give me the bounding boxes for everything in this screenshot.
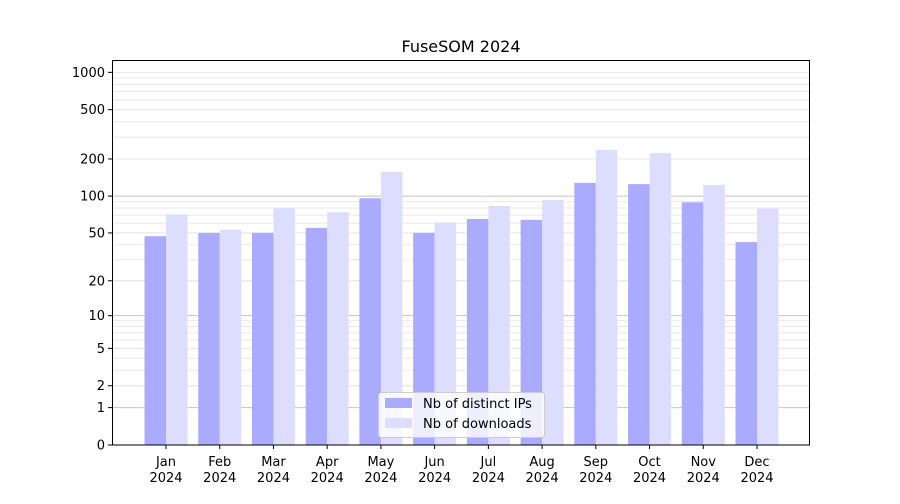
x-axis: Jan 2024 Feb 2024 Mar 2024 Apr 2024 May 2024 Jun 20… — [149, 445, 774, 486]
y-tick-label: 0 — [97, 439, 105, 454]
bar-downloads — [327, 212, 349, 445]
bar-distinct-ips — [305, 227, 328, 445]
y-tick-label: 500 — [80, 103, 105, 118]
bar-downloads — [649, 153, 672, 446]
x-tick-label: Nov 2024 — [687, 455, 720, 486]
bar-distinct-ips — [198, 232, 220, 445]
legend-label: Nb of downloads — [423, 417, 532, 432]
bar-downloads — [703, 184, 725, 446]
bar-downloads — [380, 171, 403, 445]
y-tick-label: 100 — [80, 190, 105, 205]
x-tick-label: Mar 2024 — [257, 455, 290, 486]
bar-distinct-ips — [574, 182, 596, 446]
x-tick-label: Jul 2024 — [472, 455, 505, 486]
x-tick-label: Feb 2024 — [203, 455, 236, 486]
bar-downloads — [595, 150, 618, 445]
x-tick-label: Jan 2024 — [149, 455, 182, 486]
legend-swatch — [385, 398, 412, 408]
bar-distinct-ips — [520, 219, 543, 445]
bar-distinct-ips — [251, 232, 274, 445]
x-tick-label: May 2024 — [364, 455, 397, 486]
bar-downloads — [434, 222, 457, 445]
plot-frame — [112, 60, 810, 446]
y-tick-label: 200 — [80, 152, 105, 167]
bar-downloads — [488, 206, 510, 445]
y-tick-label: 5 — [97, 342, 105, 357]
bar-distinct-ips — [144, 236, 166, 445]
bar-downloads — [166, 214, 188, 445]
bar-distinct-ips — [735, 242, 757, 445]
x-tick-label: Aug 2024 — [526, 455, 559, 486]
legend-box — [378, 392, 545, 438]
y-tick-label: 1000 — [72, 66, 105, 81]
y-tick-label: 10 — [88, 309, 105, 324]
bar-distinct-ips — [628, 184, 650, 445]
bars — [144, 150, 779, 446]
y-tick-label: 2 — [97, 379, 105, 394]
x-tick-label: Oct 2024 — [633, 455, 666, 486]
legend-swatch — [385, 418, 412, 428]
legend: Nb of distinct IPs Nb of downloads — [378, 392, 545, 438]
x-tick-label: Apr 2024 — [311, 455, 344, 486]
bar-downloads — [219, 229, 242, 445]
chart-title: FuseSOM 2024 — [401, 37, 520, 56]
bar-distinct-ips — [413, 232, 435, 445]
bar-distinct-ips — [466, 219, 489, 445]
x-tick-label: Jun 2024 — [418, 455, 451, 486]
bar-distinct-ips — [359, 198, 381, 445]
bar-downloads — [757, 208, 779, 445]
x-tick-label: Dec 2024 — [740, 455, 773, 486]
bar-distinct-ips — [681, 202, 704, 445]
legend-label: Nb of distinct IPs — [423, 397, 532, 412]
y-tick-label: 50 — [88, 226, 105, 241]
bar-downloads — [542, 199, 564, 445]
bar-downloads — [273, 207, 295, 445]
y-tick-label: 20 — [88, 274, 105, 289]
x-tick-label: Sep 2024 — [579, 455, 612, 486]
y-axis: 0 1 2 5 10 20 50 100 200 500 1000 — [72, 66, 112, 454]
y-tick-label: 1 — [97, 401, 105, 416]
